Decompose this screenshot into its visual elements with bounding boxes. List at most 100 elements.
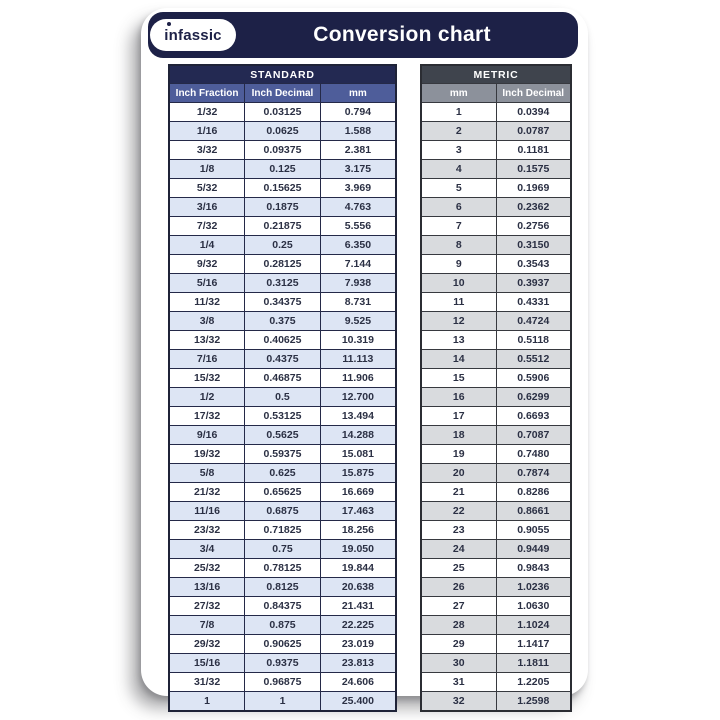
table-row: 9 0.3543 [420,254,572,274]
table-cell: 23/32 [168,520,246,540]
table-cell: 4 [420,159,497,179]
table-cell: 0.5118 [495,330,572,350]
table-cell: 19.844 [319,558,397,578]
table-row: 3/16 0.1875 4.763 [168,197,397,217]
table-cell: 0.8286 [495,482,572,502]
table-cell: 0.0625 [244,121,321,141]
table-cell: 25.400 [319,691,397,712]
table-cell: 0.3543 [495,254,572,274]
table-cell: 0.4724 [495,311,572,331]
table-cell: 3/32 [168,140,246,160]
table-row: 11 0.4331 [420,292,572,312]
table-row: 7 0.2756 [420,216,572,236]
table-row: 15 0.5906 [420,368,572,388]
table-row: 2 0.0787 [420,121,572,141]
table-row: 4 0.1575 [420,159,572,179]
table-cell: 0.84375 [244,596,321,616]
table-cell: 0.7874 [495,463,572,483]
table-cell: 18 [420,425,497,445]
table-cell: 0.9843 [495,558,572,578]
table-cell: 14 [420,349,497,369]
table-cell: 6 [420,197,497,217]
metric-table-title: METRIC [420,64,572,84]
table-cell: 0.9375 [244,653,321,673]
table-cell: 0.40625 [244,330,321,350]
table-cell: 7 [420,216,497,236]
table-cell: 0.5 [244,387,321,407]
column-header-inch-fraction: Inch Fraction [168,83,246,103]
table-cell: 17 [420,406,497,426]
table-cell: 7/8 [168,615,246,635]
table-cell: 0.2362 [495,197,572,217]
table-cell: 16.669 [319,482,397,502]
table-cell: 0.75 [244,539,321,559]
table-row: 3 0.1181 [420,140,572,160]
table-cell: 15 [420,368,497,388]
table-cell: 1.2205 [495,672,572,692]
table-cell: 1/4 [168,235,246,255]
table-cell: 3/16 [168,197,246,217]
table-cell: 0.21875 [244,216,321,236]
table-cell: 20 [420,463,497,483]
table-cell: 0.8125 [244,577,321,597]
table-row: 24 0.9449 [420,539,572,559]
table-cell: 1.1811 [495,653,572,673]
table-cell: 19 [420,444,497,464]
table-cell: 13/16 [168,577,246,597]
table-cell: 0.15625 [244,178,321,198]
table-cell: 28 [420,615,497,635]
table-cell: 30 [420,653,497,673]
table-cell: 11 [420,292,497,312]
table-cell: 0.5625 [244,425,321,445]
table-row: 5/8 0.625 15.875 [168,463,397,483]
table-cell: 0.6299 [495,387,572,407]
table-row: 19/32 0.59375 15.081 [168,444,397,464]
page-title: Conversion chart [313,23,491,46]
table-cell: 27 [420,596,497,616]
table-cell: 3.969 [319,178,397,198]
table-row: 5 0.1969 [420,178,572,198]
table-cell: 0.59375 [244,444,321,464]
table-cell: 0.9449 [495,539,572,559]
table-row: 23 0.9055 [420,520,572,540]
table-cell: 25 [420,558,497,578]
table-cell: 21/32 [168,482,246,502]
table-cell: 11/16 [168,501,246,521]
table-row: 31/32 0.96875 24.606 [168,672,397,692]
conversion-card: infassic Conversion chart STANDARD Inch … [141,8,588,712]
table-cell: 0.9055 [495,520,572,540]
table-cell: 3.175 [319,159,397,179]
table-cell: 5 [420,178,497,198]
table-row: 7/8 0.875 22.225 [168,615,397,635]
column-header-mm: mm [420,83,497,103]
table-row: 32 1.2598 [420,691,572,712]
table-row: 7/16 0.4375 11.113 [168,349,397,369]
table-cell: 12 [420,311,497,331]
table-row: 30 1.1811 [420,653,572,673]
standard-table-title: STANDARD [168,64,397,84]
table-row: 20 0.7874 [420,463,572,483]
table-cell: 3/4 [168,539,246,559]
table-row: 3/4 0.75 19.050 [168,539,397,559]
table-cell: 0.794 [319,102,397,122]
table-cell: 8.731 [319,292,397,312]
table-row: 1/2 0.5 12.700 [168,387,397,407]
table-cell: 29/32 [168,634,246,654]
table-cell: 0.5512 [495,349,572,369]
table-cell: 1/16 [168,121,246,141]
table-row: 15/32 0.46875 11.906 [168,368,397,388]
table-row: 26 1.0236 [420,577,572,597]
table-row: 3/8 0.375 9.525 [168,311,397,331]
table-row: 1/16 0.0625 1.588 [168,121,397,141]
table-row: 14 0.5512 [420,349,572,369]
table-row: 27 1.0630 [420,596,572,616]
table-cell: 3 [420,140,497,160]
table-cell: 1/8 [168,159,246,179]
table-cell: 0.34375 [244,292,321,312]
table-row: 13 0.5118 [420,330,572,350]
table-row: 1/32 0.03125 0.794 [168,102,397,122]
table-cell: 4.763 [319,197,397,217]
table-cell: 22 [420,501,497,521]
table-cell: 10 [420,273,497,293]
metric-table-body: 1 0.0394 2 0.0787 3 0.1181 4 0.1575 5 0.1969 6 0.23… [420,102,572,712]
